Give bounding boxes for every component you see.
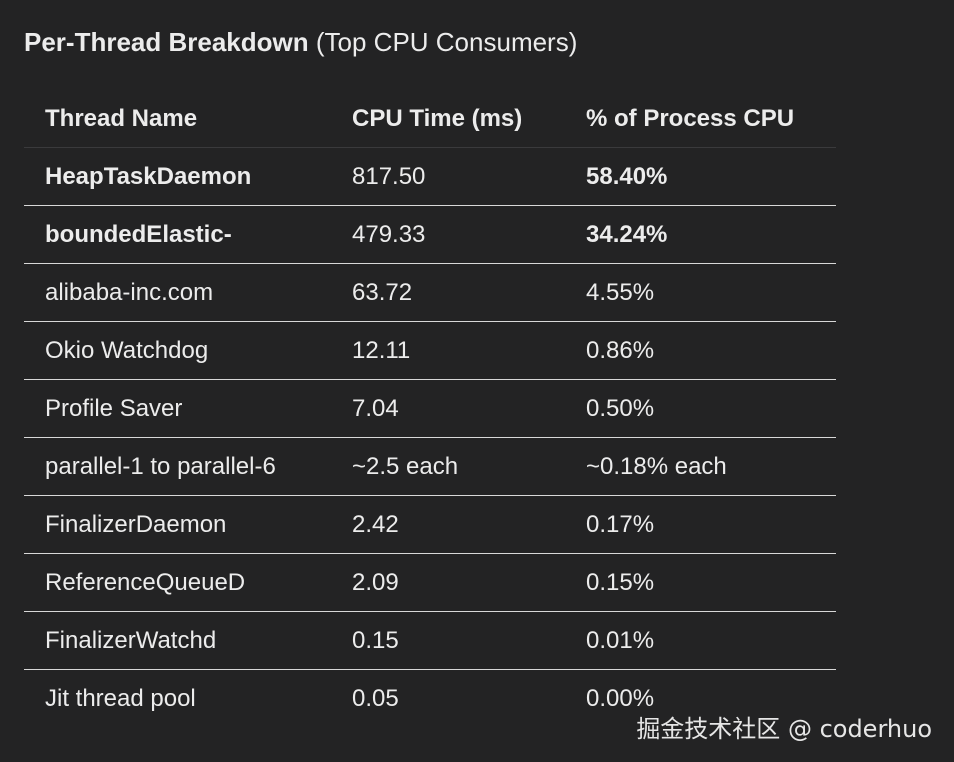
table-body: HeapTaskDaemon 817.50 58.40% boundedElastic… <box>24 147 836 728</box>
table-row: Profile Saver 7.04 0.50% <box>24 379 836 438</box>
thread-name-cell: FinalizerDaemon <box>24 495 331 554</box>
thread-name-cell: boundedElastic- <box>24 205 331 264</box>
cpu-time-cell: 2.09 <box>331 553 565 612</box>
heading-bold-text: Per-Thread Breakdown <box>24 27 309 57</box>
thread-name-cell: ReferenceQueueD <box>24 553 331 612</box>
percent-cell: 0.01% <box>565 611 836 670</box>
cpu-time-cell: 479.33 <box>331 205 565 264</box>
percent-cell: 0.17% <box>565 495 836 554</box>
thread-name-cell: alibaba-inc.com <box>24 263 331 322</box>
table-row: Okio Watchdog 12.11 0.86% <box>24 321 836 380</box>
cpu-time-cell: 7.04 <box>331 379 565 438</box>
percent-cell: 4.55% <box>565 263 836 322</box>
column-header-percent: % of Process CPU <box>565 90 836 148</box>
table-row: alibaba-inc.com 63.72 4.55% <box>24 263 836 322</box>
cpu-time-cell: 0.05 <box>352 684 399 712</box>
table-row: boundedElastic- 479.33 34.24% <box>24 205 836 264</box>
column-header-cpu-time: CPU Time (ms) <box>331 90 565 148</box>
percent-cell: 0.00% <box>586 684 655 712</box>
heading-subtitle-text: (Top CPU Consumers) <box>308 27 578 57</box>
cpu-time-cell: 63.72 <box>331 263 565 322</box>
section-heading: Per-Thread Breakdown (Top CPU Consumers) <box>24 24 577 60</box>
table-row: ReferenceQueueD 2.09 0.15% <box>24 553 836 612</box>
percent-cell: 0.50% <box>565 379 836 438</box>
table-row: Jit thread pool 0.05 0.00% <box>24 670 836 728</box>
thread-name-cell: FinalizerWatchd <box>24 611 331 670</box>
thread-breakdown-table: Thread Name CPU Time (ms) % of Process C… <box>24 90 836 727</box>
percent-cell: 34.24% <box>565 205 836 264</box>
table-row: FinalizerDaemon 2.42 0.17% <box>24 495 836 554</box>
percent-cell: 58.40% <box>565 147 836 206</box>
cpu-time-cell: 0.15 <box>331 611 565 670</box>
cpu-time-cell: ~2.5 each <box>331 437 565 496</box>
table-row: parallel-1 to parallel-6 ~2.5 each ~0.18% … <box>24 437 836 496</box>
cpu-time-cell: 12.11 <box>331 321 565 380</box>
table-row: FinalizerWatchd 0.15 0.01% <box>24 611 836 670</box>
thread-name-cell: Profile Saver <box>24 379 331 438</box>
table-row: HeapTaskDaemon 817.50 58.40% <box>24 147 836 206</box>
cpu-time-cell: 2.42 <box>331 495 565 554</box>
table-header-row: Thread Name CPU Time (ms) % of Process C… <box>24 90 836 148</box>
thread-name-cell: Jit thread pool <box>45 684 196 712</box>
thread-name-cell: parallel-1 to parallel-6 <box>24 437 331 496</box>
percent-cell: 0.15% <box>565 553 836 612</box>
watermark: 掘金技术社区 @ coderhuo <box>636 715 932 743</box>
percent-cell: ~0.18% each <box>565 437 836 496</box>
column-header-thread-name: Thread Name <box>24 90 331 148</box>
thread-name-cell: Okio Watchdog <box>24 321 331 380</box>
cpu-time-cell: 817.50 <box>331 147 565 206</box>
percent-cell: 0.86% <box>565 321 836 380</box>
thread-name-cell: HeapTaskDaemon <box>24 147 331 206</box>
